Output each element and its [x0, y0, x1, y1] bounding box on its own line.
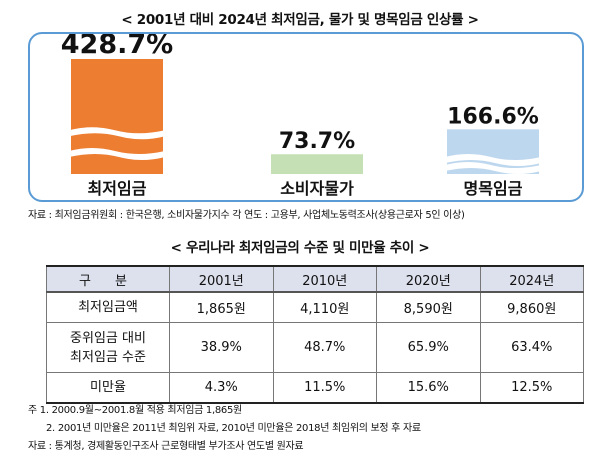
header-2020: 2020년: [376, 265, 481, 293]
axis-break: [69, 127, 165, 140]
table-cell: 8,590원: [376, 291, 481, 323]
table-cell: 12.5%: [479, 372, 584, 404]
header-2024: 2024년: [479, 265, 584, 293]
table-cell: 63.4%: [479, 322, 584, 373]
table-cell: 4.3%: [169, 372, 274, 404]
category-label: 소비자물가: [280, 179, 354, 198]
row-label-line: 최저임금 수준: [70, 349, 146, 365]
footnote-1: 주 1. 2000.9월~2001.8월 적용 최저임금 1,865원: [28, 405, 242, 416]
table-row-min-wage: 최저임금액 1,865원 4,110원 8,590원 9,860원: [46, 291, 584, 323]
table-row-median-ratio: 중위임금 대비 최저임금 수준 38.9% 48.7% 65.9% 63.4%: [46, 322, 584, 373]
header-2010: 2010년: [272, 265, 377, 293]
axis-break: [69, 148, 165, 160]
wage-table: 구 분 2001년 2010년 2020년 2024년 최저임금액 1,865원…: [46, 265, 584, 404]
bar-2: 73.7% 소비자물가: [271, 129, 363, 198]
axis-break: [445, 162, 541, 175]
row-label: 중위임금 대비 최저임금 수준: [46, 322, 170, 373]
table-cell: 1,865원: [169, 291, 274, 323]
table-cell: 48.7%: [272, 322, 377, 373]
footnote-2: 2. 2001년 미만율은 2011년 최임위 자료, 2010년 미만율은 2…: [46, 423, 421, 434]
table-source-note: 자료 : 통계청, 경제활동인구조사 근로형태별 부가조사 연도별 원자료: [28, 441, 304, 452]
table-cell: 65.9%: [376, 322, 481, 373]
table-cell: 38.9%: [169, 322, 274, 373]
bar-1: 428.7% 최저임금: [61, 34, 173, 198]
table-header-row: 구 분 2001년 2010년 2020년 2024년: [46, 265, 584, 293]
category-label: 최저임금: [88, 179, 147, 198]
value-label: 73.7%: [279, 129, 355, 154]
row-label: 최저임금액: [46, 291, 170, 323]
value-label: 428.7%: [61, 34, 173, 60]
bar-3: 166.6% 명목임금: [445, 104, 541, 198]
table-title: < 우리나라 최저임금의 수준 및 미만율 추이 >: [170, 240, 430, 256]
value-label: 166.6%: [447, 104, 539, 129]
table-row-under-rate: 미만율 4.3% 11.5% 15.6% 12.5%: [46, 372, 584, 404]
header-2001: 2001년: [169, 265, 274, 293]
chart-panel: 428.7% 최저임금 73.7% 소비자물가 166.6% 명목임금: [28, 32, 584, 202]
header-category: 구 분: [46, 265, 170, 293]
table-cell: 9,860원: [479, 291, 584, 323]
bar-rect: [271, 154, 363, 174]
bar-chart: 428.7% 최저임금 73.7% 소비자물가 166.6% 명목임금: [61, 34, 541, 198]
category-label: 명목임금: [464, 179, 523, 198]
table-cell: 4,110원: [272, 291, 377, 323]
chart-title: < 2001년 대비 2024년 최저임금, 물가 및 명목임금 인상률 >: [121, 12, 479, 28]
axis-break: [445, 154, 541, 167]
row-label-line: 중위임금 대비: [70, 330, 146, 346]
chart-source-note: 자료 : 최저임금위원회 : 한국은행, 소비자물가지수 각 연도 : 고용부,…: [28, 210, 465, 221]
table-cell: 11.5%: [272, 372, 377, 404]
row-label: 미만율: [46, 372, 170, 404]
table-cell: 15.6%: [376, 372, 481, 404]
